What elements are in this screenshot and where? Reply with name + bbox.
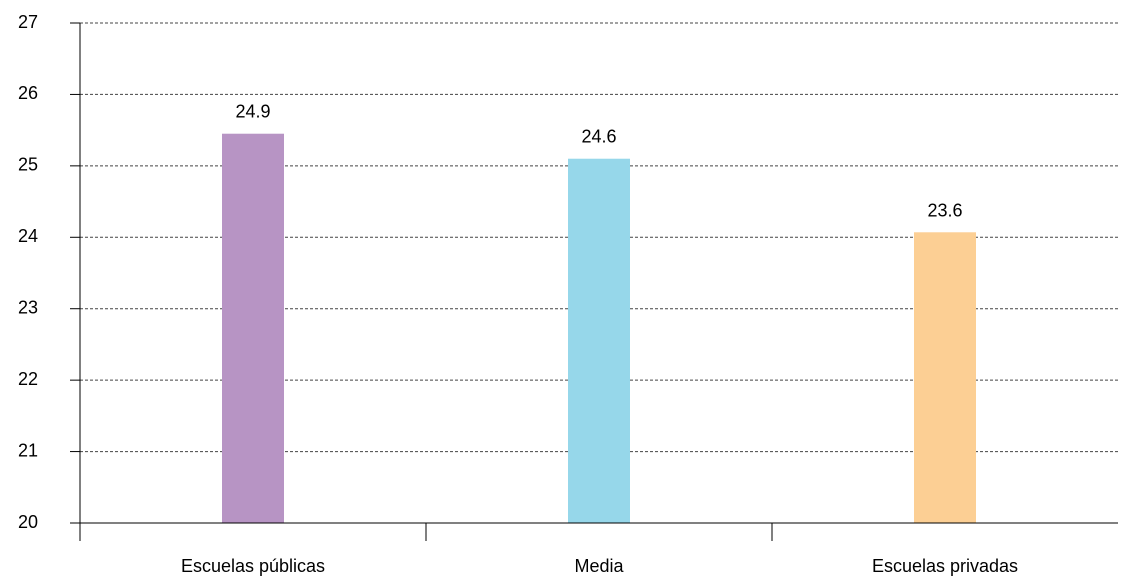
bar	[568, 158, 630, 523]
category-label: Escuelas privadas	[872, 556, 1018, 576]
y-tick-label: 27	[18, 12, 38, 32]
data-label: 24.9	[235, 102, 270, 122]
y-tick-label: 25	[18, 155, 38, 175]
category-labels: Escuelas públicas Media Escuelas privadas	[181, 556, 1018, 576]
y-tick-label: 23	[18, 297, 38, 317]
bars	[222, 133, 976, 524]
y-tick-label: 20	[18, 512, 38, 532]
data-labels: 24.9 24.6 23.6	[235, 102, 962, 221]
y-axis-ticks: 20 21 22 23 24 25 26 27	[18, 12, 80, 532]
data-label: 23.6	[927, 200, 962, 220]
y-tick-label: 22	[18, 369, 38, 389]
bar	[914, 232, 976, 524]
y-tick-label: 24	[18, 226, 38, 246]
data-label: 24.6	[581, 127, 616, 147]
bar	[222, 133, 284, 523]
y-tick-label: 21	[18, 440, 38, 460]
axes	[70, 23, 1118, 541]
y-tick-label: 26	[18, 83, 38, 103]
category-label: Escuelas públicas	[181, 556, 325, 576]
category-label: Media	[574, 556, 624, 576]
